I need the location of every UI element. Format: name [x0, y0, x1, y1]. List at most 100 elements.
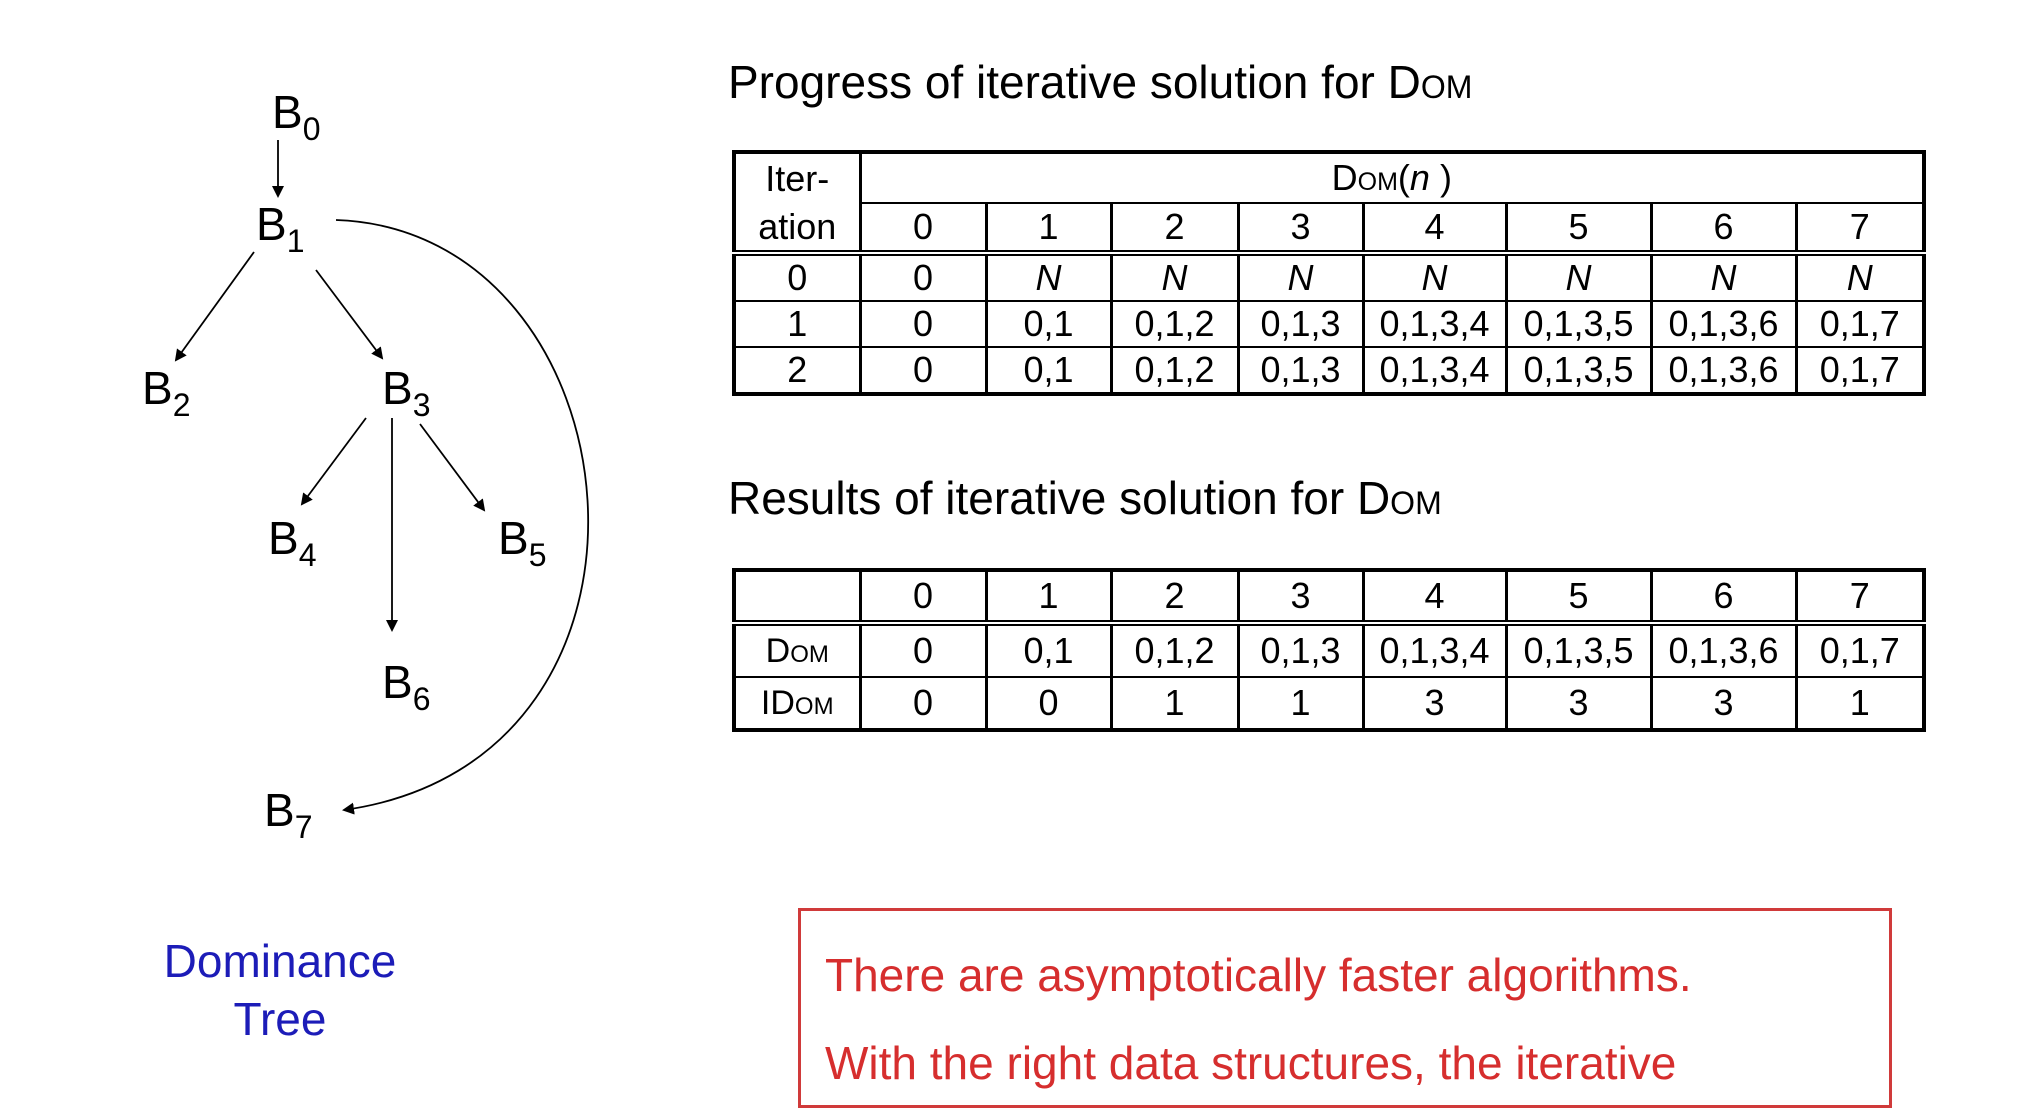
progress-value-cell: 0,1,3,4: [1361, 300, 1508, 348]
progress-col-header: 1: [984, 202, 1113, 256]
results-col-header: 2: [1109, 569, 1240, 626]
results-idom-label: IDom: [732, 676, 862, 731]
dom-n-header-var: n: [1409, 157, 1430, 198]
results-idom-cell: 1: [1794, 676, 1926, 731]
results-corner-cell: [732, 569, 862, 626]
node-b2: B2: [142, 362, 190, 423]
progress-iteration-cell: 1: [732, 300, 862, 348]
progress-value-cell: N: [1794, 252, 1926, 302]
node-base: B: [142, 362, 173, 414]
results-dom-cell: 0,1,3,4: [1361, 622, 1508, 678]
progress-value-cell: N: [1649, 252, 1798, 302]
progress-value-cell: 0,1,3,5: [1504, 300, 1653, 348]
results-idom-cell: 1: [1109, 676, 1240, 731]
progress-value-cell: 0,1,7: [1794, 300, 1926, 348]
results-idom-cell: 3: [1504, 676, 1653, 731]
results-title-dom: Dom: [1356, 472, 1442, 524]
edge-b1-b3: [315, 269, 384, 360]
results-col-header: 4: [1361, 569, 1508, 626]
iteration-header-line1: Iter-: [732, 151, 862, 203]
results-col-header: 5: [1504, 569, 1653, 626]
edge-b1-b7: [335, 219, 589, 815]
progress-iteration-cell: 2: [732, 346, 862, 395]
results-col-header: 7: [1794, 569, 1926, 626]
node-subscript: 1: [287, 223, 305, 259]
progress-value-cell: 0,1,2: [1109, 300, 1240, 348]
node-base: B: [268, 512, 299, 564]
results-idom-cell: 3: [1361, 676, 1508, 731]
results-col-header: 3: [1236, 569, 1365, 626]
node-b6: B6: [382, 656, 430, 717]
progress-value-cell: 0: [858, 346, 988, 395]
node-subscript: 5: [529, 537, 547, 573]
progress-col-header: 0: [858, 202, 988, 256]
results-col-header: 0: [858, 569, 988, 626]
dom-n-header-close: ): [1429, 157, 1452, 198]
node-b7: B7: [264, 784, 312, 845]
dom-n-header-dom: Dom: [1331, 157, 1398, 198]
progress-value-cell: 0,1,7: [1794, 346, 1926, 395]
progress-value-cell: 0,1,3,6: [1649, 300, 1798, 348]
results-dom-cell: 0,1,3,5: [1504, 622, 1653, 678]
node-subscript: 6: [413, 681, 431, 717]
node-base: B: [382, 656, 413, 708]
results-title-text: Results of iterative solution for: [728, 472, 1357, 524]
node-b5: B5: [498, 512, 546, 573]
progress-value-cell: 0,1,3,4: [1361, 346, 1508, 395]
node-base: B: [382, 362, 413, 414]
results-dom-cell: 0,1: [984, 622, 1113, 678]
results-col-header: 1: [984, 569, 1113, 626]
results-dom-cell: 0,1,7: [1794, 622, 1926, 678]
node-subscript: 2: [173, 387, 191, 423]
progress-value-cell: 0: [858, 252, 988, 302]
node-subscript: 7: [295, 809, 313, 845]
results-idom-cell: 0: [984, 676, 1113, 731]
node-base: B: [256, 198, 287, 250]
node-base: B: [272, 86, 303, 138]
progress-col-header: 6: [1649, 202, 1798, 256]
results-idom-cell: 0: [858, 676, 988, 731]
node-subscript: 0: [303, 111, 321, 147]
progress-title-text: Progress of iterative solution for: [728, 56, 1388, 108]
progress-value-cell: 0,1: [984, 300, 1113, 348]
results-idom-cell: 1: [1236, 676, 1365, 731]
results-dom-label: Dom: [732, 622, 862, 678]
progress-title-dom: Dom: [1387, 56, 1473, 108]
progress-iteration-cell: 0: [732, 252, 862, 302]
progress-value-cell: N: [1109, 252, 1240, 302]
dom-n-header: Dom(n ): [858, 151, 1926, 204]
results-dom-cell: 0,1,3,6: [1649, 622, 1798, 678]
edge-b1-b2: [174, 251, 255, 362]
node-subscript: 4: [299, 537, 317, 573]
node-b0: B0: [272, 86, 320, 147]
progress-col-header: 2: [1109, 202, 1240, 256]
note-line-1: There are asymptotically faster algorith…: [825, 949, 1692, 1001]
node-b1: B1: [256, 198, 304, 259]
results-dom-cell: 0,1,3: [1236, 622, 1365, 678]
progress-col-header: 7: [1794, 202, 1926, 256]
dominance-tree-caption: Dominance Tree: [120, 932, 440, 1048]
progress-value-cell: N: [984, 252, 1113, 302]
progress-value-cell: 0,1,3,5: [1504, 346, 1653, 395]
results-col-header: 6: [1649, 569, 1798, 626]
progress-title: Progress of iterative solution for Dom: [728, 56, 1472, 108]
progress-value-cell: 0,1,3: [1236, 346, 1365, 395]
iteration-header-line2: ation: [732, 203, 862, 256]
node-b4: B4: [268, 512, 316, 573]
progress-value-cell: N: [1504, 252, 1653, 302]
progress-value-cell: 0: [858, 300, 988, 348]
progress-col-header: 4: [1361, 202, 1508, 256]
note-box: There are asymptotically faster algorith…: [798, 908, 1892, 1108]
progress-value-cell: 0,1,2: [1109, 346, 1240, 395]
node-base: B: [264, 784, 295, 836]
progress-col-header: 3: [1236, 202, 1365, 256]
progress-row: 1 0 0,1 0,1,2 0,1,3 0,1,3,4 0,1,3,5 0,1,3,6 0,1,…: [732, 300, 1926, 348]
node-b3: B3: [382, 362, 430, 423]
progress-col-header: 5: [1504, 202, 1653, 256]
edge-b3-b4: [300, 417, 367, 506]
results-dom-cell: 0,1,2: [1109, 622, 1240, 678]
